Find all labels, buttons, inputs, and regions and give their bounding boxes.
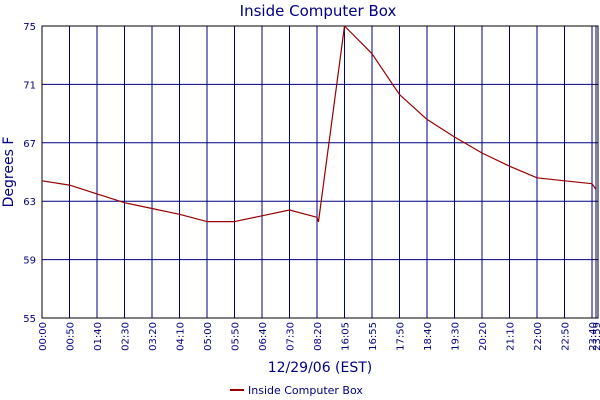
x-tick-label: 08:20 [313, 322, 324, 351]
x-tick-label: 01:40 [93, 322, 104, 351]
y-tick-label: 55 [23, 314, 36, 325]
series-line-0 [41, 25, 597, 223]
x-tick-label: 00:50 [66, 322, 77, 351]
x-tick-label: 04:10 [176, 322, 187, 351]
x-tick-label: 00:00 [38, 322, 49, 351]
x-tick-label: 23:59 [592, 322, 600, 351]
y-tick-label: 75 [23, 22, 36, 33]
x-tick-label: 20:20 [478, 322, 489, 351]
x-tick-label: 02:30 [121, 322, 132, 351]
x-axis-label: 12/29/06 (EST) [268, 360, 373, 376]
plot-area [41, 25, 599, 319]
y-tick-label: 59 [23, 256, 36, 267]
x-tick-label: 21:10 [506, 322, 517, 351]
legend: Inside Computer Box [230, 384, 363, 397]
x-tick-label: 18:40 [423, 322, 434, 351]
chart-title: Inside Computer Box [240, 2, 397, 20]
x-tick-label: 17:50 [396, 322, 407, 351]
y-tick-label: 67 [23, 139, 36, 150]
x-tick-label: 16:55 [368, 322, 379, 351]
y-tick-label: 63 [23, 197, 36, 208]
x-tick-label: 05:50 [231, 322, 242, 351]
series-lines [41, 25, 597, 223]
x-tick-label: 07:30 [286, 322, 297, 351]
y-axis-label: Degrees F [1, 137, 17, 208]
y-axis: 55 59 63 67 71 75 [23, 22, 36, 325]
x-tick-label: 16:05 [341, 322, 352, 351]
x-tick-label: 03:20 [148, 322, 159, 351]
x-tick-label: 19:30 [451, 322, 462, 351]
x-axis: 00:00 00:50 01:40 02:30 03:20 04:10 05:00 05:50… [38, 322, 600, 351]
x-tick-label: 22:50 [561, 322, 572, 351]
x-tick-label: 23:40 [588, 322, 599, 351]
legend-label: Inside Computer Box [248, 384, 363, 397]
grid [41, 25, 598, 319]
x-tick-label: 06:40 [258, 322, 269, 351]
y-tick-label: 71 [23, 80, 36, 91]
x-tick-label: 22:00 [533, 322, 544, 351]
x-tick-label: 05:00 [203, 322, 214, 351]
